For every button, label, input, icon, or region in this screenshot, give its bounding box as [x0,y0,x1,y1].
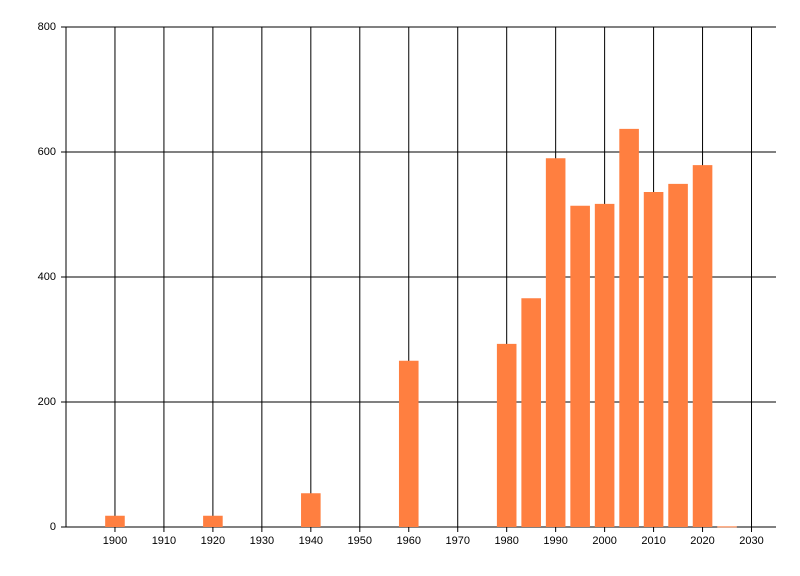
bar [619,128,639,527]
bar [301,493,321,527]
y-tick-label: 400 [38,271,56,283]
bar [105,515,125,527]
x-tick-label: 1930 [250,535,274,547]
bar [203,515,223,527]
y-tick-label: 200 [38,396,56,408]
x-tick-label: 1980 [494,535,518,547]
x-tick-label: 2030 [739,535,763,547]
bar [594,203,615,527]
x-tick-label: 1960 [397,535,421,547]
bar [643,192,664,527]
x-tick-label: 1990 [543,535,567,547]
x-tick-label: 1910 [152,535,176,547]
y-tick-label: 800 [38,21,56,33]
x-tick-label: 1950 [348,535,372,547]
bar [717,526,737,528]
y-tick-label: 0 [50,521,56,533]
y-tick-label: 600 [38,146,56,158]
x-tick-label: 1970 [445,535,469,547]
bar [545,158,566,527]
bar [668,183,688,527]
bar [521,298,541,527]
x-tick-label: 1920 [201,535,225,547]
bar [398,360,419,527]
x-tick-label: 2000 [592,535,616,547]
x-tick-label: 2020 [690,535,714,547]
x-tick-label: 1940 [299,535,323,547]
x-tick-label: 1900 [103,535,127,547]
bar [570,205,590,527]
x-tick-label: 2010 [641,535,665,547]
bar [496,343,517,527]
bar [692,165,713,527]
